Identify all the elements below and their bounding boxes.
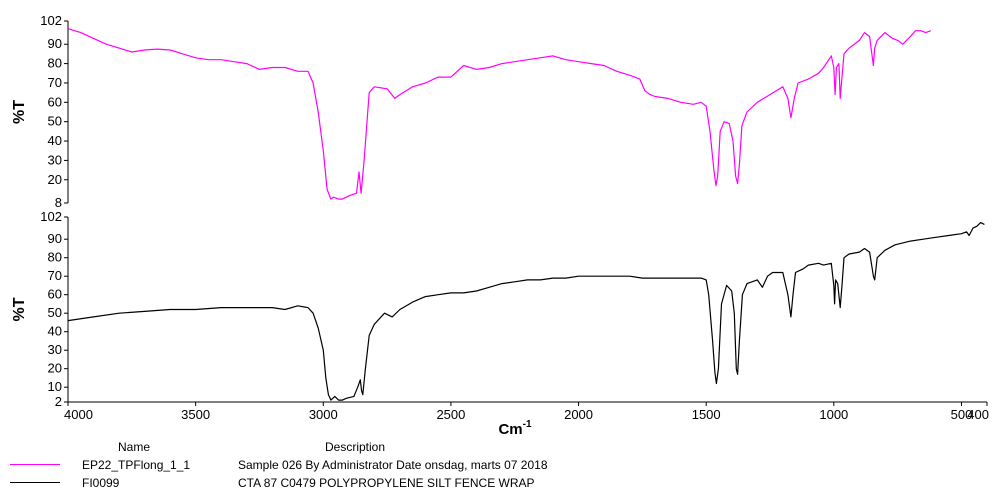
x-axis-title-superscript: -1 <box>523 419 532 430</box>
y-tick-label: 8 <box>55 195 62 210</box>
x-tick-label: 1000 <box>819 407 848 422</box>
y-tick-label: 60 <box>48 94 62 109</box>
x-axis-title: Cm-1 <box>498 419 532 438</box>
legend-name-fi0099: FI0099 <box>82 476 120 490</box>
x-tick-label: 2500 <box>436 407 465 422</box>
x-tick-label: 500 <box>951 407 973 422</box>
y-tick-label: 102 <box>40 13 62 28</box>
y-tick-label: 50 <box>48 305 62 320</box>
series-line-ep22-tpflong-1-1 <box>67 28 932 200</box>
y-tick-label: 50 <box>48 114 62 129</box>
y-axis-title: %T <box>11 100 28 124</box>
y-tick-label: 40 <box>48 133 62 148</box>
ftir-spectra-chart: 8 20 30 40 50 60 70 80 90 102 %T 210 20 30 40 50 60 70 80… <box>11 13 989 438</box>
legend-name-ep22: EP22_TPFlong_1_1 <box>82 458 191 472</box>
y-tick-label: 70 <box>48 75 62 90</box>
y-tick-label: 30 <box>48 152 62 167</box>
y-tick-label: 60 <box>48 287 62 302</box>
x-tick-label: 4000 <box>64 407 93 422</box>
x-tick-label: 2000 <box>564 407 593 422</box>
legend-swatch-ep22 <box>10 464 60 465</box>
y-tick-label: 40 <box>48 324 62 339</box>
top-spectrum-panel: 8 20 30 40 50 60 70 80 90 102 %T <box>11 13 932 210</box>
legend-row-ep22: EP22_TPFlong_1_1 Sample 026 By Administr… <box>0 456 997 474</box>
series-line-fi0099 <box>67 222 985 401</box>
legend-swatch-fi0099 <box>10 482 60 483</box>
y-tick-label: 90 <box>48 231 62 246</box>
y-tick-label: 80 <box>48 56 62 71</box>
legend: Name Description EP22_TPFlong_1_1 Sample… <box>0 440 997 495</box>
y-tick-label: 20 <box>48 361 62 376</box>
y-tick-label: 10 <box>48 379 62 394</box>
bottom-spectrum-panel: 210 20 30 40 50 60 70 80 90 102 %T 4000 3500 3000 2500… <box>11 209 989 438</box>
y-tick-label: 90 <box>48 36 62 51</box>
legend-row-fi0099: FI0099 CTA 87 C0479 POLYPROPYLENE SILT F… <box>0 474 997 492</box>
y-tick-label: 70 <box>48 268 62 283</box>
x-tick-label: 3500 <box>181 407 210 422</box>
y-tick-label: 20 <box>48 172 62 187</box>
x-tick-label: 3000 <box>309 407 338 422</box>
x-tick-label: 400 <box>967 407 989 422</box>
y-tick-label: 80 <box>48 250 62 265</box>
legend-header-name: Name <box>118 440 151 454</box>
y-tick-label: 102 <box>40 209 62 224</box>
legend-desc-ep22: Sample 026 By Administrator Date onsdag,… <box>238 458 548 472</box>
y-tick-label: 30 <box>48 342 62 357</box>
legend-header-description: Description <box>325 440 386 454</box>
x-tick-label: 1500 <box>692 407 721 422</box>
legend-desc-fi0099: CTA 87 C0479 POLYPROPYLENE SILT FENCE WR… <box>238 476 535 490</box>
y-tick-label: 2 <box>55 394 62 409</box>
y-axis-title: %T <box>11 297 28 321</box>
